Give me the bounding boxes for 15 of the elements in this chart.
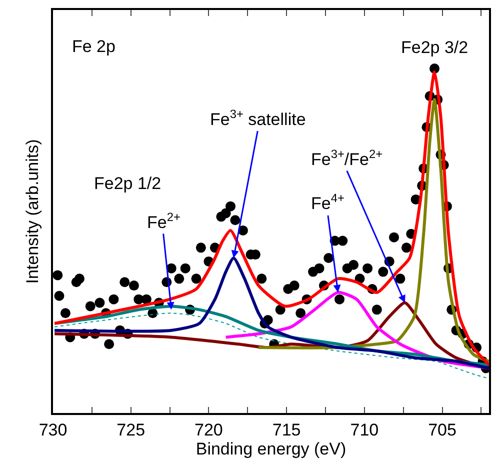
y-axis-title: Intensity (arb.units) bbox=[23, 139, 42, 284]
x-tick-label: 710 bbox=[350, 420, 379, 440]
annotation: Fe2p 3/2 bbox=[401, 38, 468, 57]
x-tick-label: 730 bbox=[38, 420, 68, 440]
x-axis-title: Binding energy (eV) bbox=[196, 439, 346, 458]
annotation: Fe2p 1/2 bbox=[94, 174, 162, 193]
annotation: Fe$^{2+}$ bbox=[147, 210, 180, 232]
x-tick-label: 715 bbox=[272, 420, 301, 440]
x-tick-label: 725 bbox=[116, 420, 146, 440]
annotation: Fe$^{3+}$/Fe$^{2+}$ bbox=[311, 147, 383, 170]
x-tick-label: 705 bbox=[428, 420, 456, 440]
annotation: Fe$^{4+}$ bbox=[311, 191, 344, 214]
annotation: Fe$^{3+}$ satellite bbox=[210, 107, 306, 130]
text: Fe 2p bbox=[72, 37, 116, 56]
x-tick-label: 720 bbox=[194, 420, 223, 440]
